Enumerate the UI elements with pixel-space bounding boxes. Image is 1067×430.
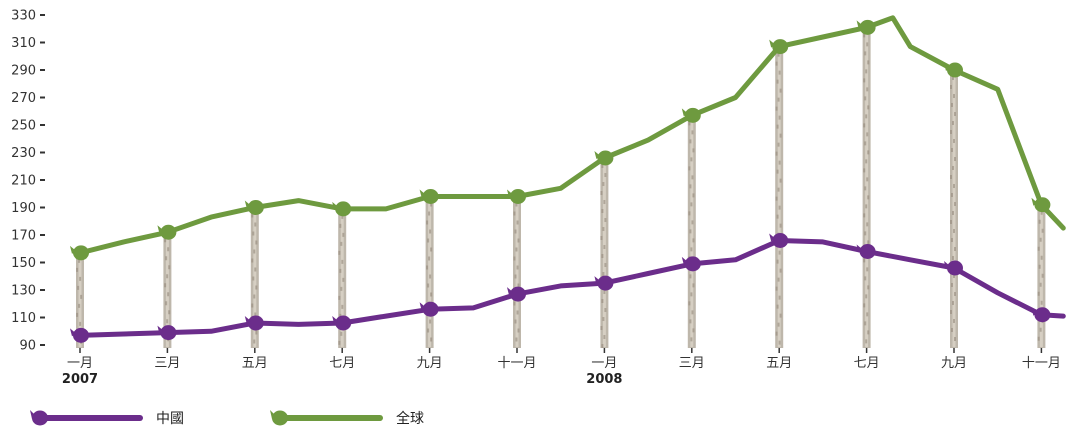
- data-point: [70, 327, 89, 343]
- data-point: [507, 286, 526, 302]
- marker-stalk: [338, 208, 347, 348]
- x-tick-label: 三月: [154, 356, 180, 371]
- x-tick-label: 一月: [67, 356, 93, 371]
- series-line: [77, 15, 1066, 256]
- data-point: [944, 260, 963, 276]
- marker-stalk: [600, 158, 609, 348]
- data-point: [594, 150, 614, 166]
- legend: 中國 全球: [30, 410, 424, 427]
- data-point: [769, 39, 789, 55]
- legend-label: 全球: [396, 410, 424, 427]
- x-tick-label: 九月: [941, 356, 967, 371]
- x-tick-label: 十一月: [1022, 356, 1061, 371]
- marker-stalk: [1037, 204, 1046, 348]
- data-point: [1031, 197, 1051, 213]
- y-tick-label: 250: [11, 119, 36, 134]
- data-point: [244, 315, 264, 331]
- legend-item: 全球: [270, 410, 424, 427]
- data-point: [1031, 307, 1051, 323]
- x-tick-label: 三月: [679, 356, 705, 371]
- data-point: [244, 200, 264, 215]
- year-label: 2007: [62, 372, 98, 387]
- y-tick-label: 230: [11, 146, 36, 161]
- x-tick-label: 十一月: [497, 356, 536, 371]
- data-point: [769, 233, 789, 248]
- marker-stalk: [687, 115, 696, 348]
- marker-stalk: [862, 27, 871, 348]
- legend-marker: [272, 410, 288, 426]
- data-point: [332, 315, 352, 331]
- data-point: [332, 201, 352, 217]
- y-tick-label: 150: [11, 256, 36, 271]
- x-tick-label: 七月: [854, 356, 880, 371]
- marker-stalk: [775, 46, 784, 348]
- x-tick-label: 五月: [242, 356, 268, 371]
- series-group: [70, 233, 1066, 343]
- data-point: [856, 244, 876, 259]
- y-tick-label: 290: [11, 64, 36, 79]
- series-line: [77, 238, 1066, 338]
- data-point: [419, 301, 439, 317]
- y-tick-label: 190: [11, 201, 36, 216]
- y-tick-label: 110: [11, 311, 36, 326]
- y-tick-label: 310: [11, 36, 36, 51]
- x-axis: 一月 三月 五月 七月 九月 十一月 一月 三月 五月 七月 九月 十一月 2007 2008: [62, 348, 1061, 387]
- data-point: [594, 275, 614, 291]
- data-point: [681, 107, 701, 123]
- marker-stalk: [950, 70, 958, 348]
- y-axis: 90 110 130 150 170 190 210 230 250 270 290 310 330: [11, 9, 45, 354]
- legend-label: 中國: [156, 411, 184, 427]
- data-point: [507, 189, 526, 204]
- y-tick-label: 90: [19, 339, 36, 354]
- x-tick-label: 一月: [591, 356, 617, 371]
- series-group: [70, 15, 1066, 261]
- data-point: [157, 325, 177, 341]
- data-point: [419, 189, 439, 204]
- legend-marker: [32, 410, 48, 426]
- legend-item: 中國: [30, 410, 184, 427]
- y-tick-label: 210: [11, 174, 36, 189]
- x-tick-label: 七月: [329, 356, 355, 371]
- data-point: [681, 256, 701, 272]
- year-label: 2008: [586, 372, 622, 387]
- y-tick-label: 130: [11, 284, 36, 299]
- x-tick-label: 九月: [417, 356, 443, 371]
- y-tick-label: 170: [11, 229, 36, 244]
- y-tick-label: 330: [11, 9, 36, 24]
- data-point: [70, 245, 89, 261]
- data-point: [856, 19, 876, 35]
- data-point: [157, 224, 177, 240]
- series-layer: [70, 15, 1066, 343]
- marker-stalk: [425, 196, 434, 348]
- y-tick-label: 270: [11, 91, 36, 106]
- marker-stalk: [513, 196, 521, 348]
- marker-stalks-layer: [76, 27, 1046, 348]
- x-tick-label: 五月: [766, 356, 792, 371]
- data-point: [944, 62, 963, 78]
